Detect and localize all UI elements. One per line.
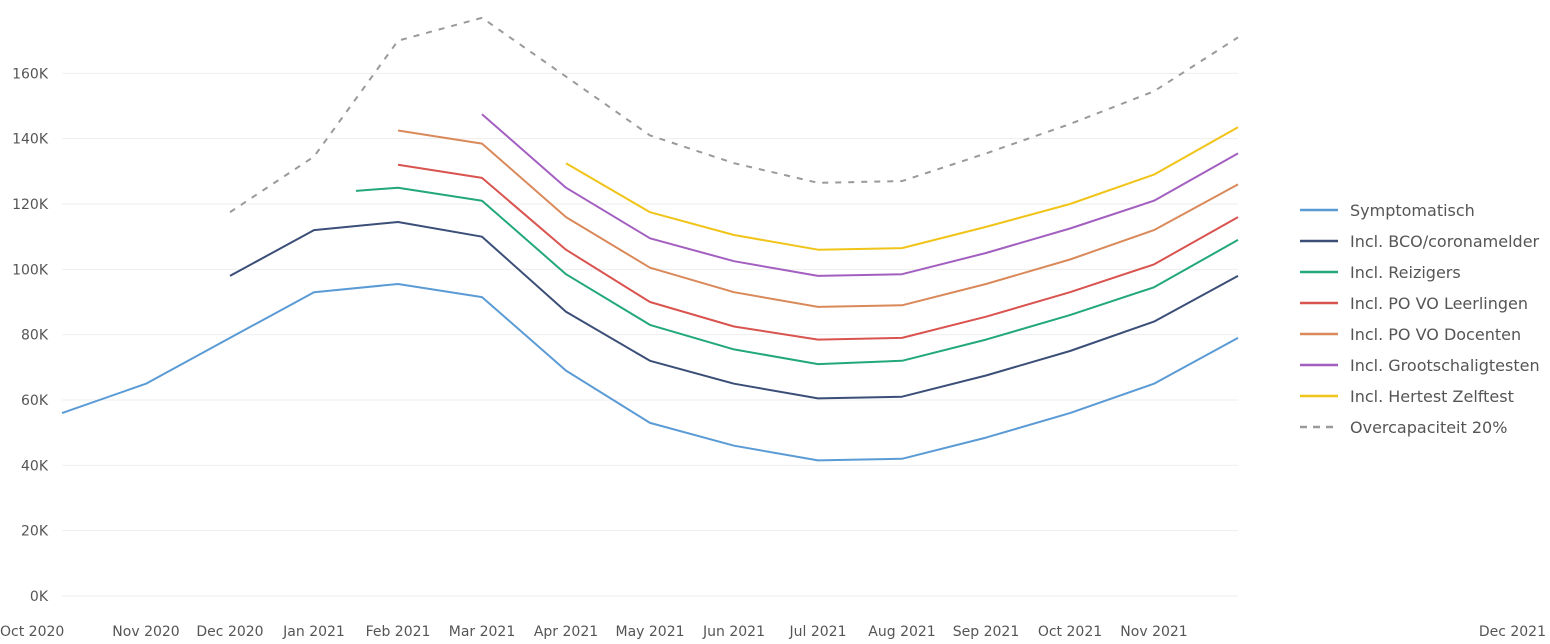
- x-tick-label: Aug 2021: [868, 624, 935, 640]
- x-tick-label: Feb 2021: [366, 624, 431, 640]
- legend-label: Incl. Grootschaligtesten: [1350, 356, 1540, 375]
- series-line: [481, 113, 1239, 277]
- legend-item: Incl. Hertest Zelftest: [1300, 387, 1514, 406]
- y-tick-label: 0K: [30, 589, 49, 605]
- legend-item: Incl. PO VO Leerlingen: [1300, 294, 1528, 313]
- x-tick-label: Jun 2021: [702, 624, 765, 640]
- legend-item: Incl. Grootschaligtesten: [1300, 356, 1540, 375]
- y-tick-label: 20K: [21, 524, 49, 540]
- legend-label: Symptomatisch: [1350, 201, 1475, 220]
- legend-item: Incl. BCO/coronamelder: [1300, 232, 1540, 251]
- legend-item: Overcapaciteit 20%: [1300, 418, 1507, 437]
- x-tick-label: Dec 2021: [1479, 624, 1546, 640]
- y-tick-label: 100K: [12, 262, 49, 278]
- x-tick-label: Apr 2021: [534, 624, 598, 640]
- series-line: [229, 221, 1239, 400]
- series-line: [397, 129, 1239, 308]
- series-lines: [61, 16, 1239, 462]
- y-tick-label: 60K: [21, 393, 49, 409]
- x-tick-label: Jan 2021: [282, 624, 345, 640]
- legend-label: Incl. PO VO Docenten: [1350, 325, 1521, 344]
- y-tick-label: 140K: [12, 132, 49, 148]
- x-tick-label: Nov 2020: [112, 624, 179, 640]
- x-tick-label: Sep 2021: [953, 624, 1019, 640]
- y-tick-label: 80K: [21, 328, 49, 344]
- x-tick-label: Jul 2021: [789, 624, 847, 640]
- legend-label: Incl. Reizigers: [1350, 263, 1461, 282]
- x-tick-label: Mar 2021: [449, 624, 516, 640]
- legend-label: Overcapaciteit 20%: [1350, 418, 1507, 437]
- legend-item: Symptomatisch: [1300, 201, 1475, 220]
- series-line: [565, 126, 1239, 251]
- legend-item: Incl. Reizigers: [1300, 263, 1461, 282]
- x-tick-label: May 2021: [615, 624, 684, 640]
- legend-label: Incl. PO VO Leerlingen: [1350, 294, 1528, 313]
- y-tick-label: 40K: [21, 458, 49, 474]
- x-tick-label: Oct 2021: [1038, 624, 1102, 640]
- y-axis-ticks: 0K 20K 40K 60K 80K 100K 120K 140K 160K: [12, 66, 49, 605]
- grid-lines: [62, 72, 1238, 597]
- x-tick-label: Dec 2020: [196, 624, 263, 640]
- series-line: [355, 186, 1239, 366]
- x-tick-label: Oct 2020: [0, 624, 64, 640]
- series-line: [61, 283, 1239, 462]
- x-tick-label: Nov 2021: [1120, 624, 1187, 640]
- legend-label: Incl. BCO/coronamelder: [1350, 232, 1540, 251]
- y-tick-label: 160K: [12, 66, 49, 82]
- legend-label: Incl. Hertest Zelftest: [1350, 387, 1514, 406]
- x-axis-ticks: Oct 2020 Nov 2020 Dec 2020 Jan 2021 Feb 2021…: [0, 624, 1546, 640]
- series-line: [229, 16, 1239, 214]
- y-tick-label: 120K: [12, 197, 49, 213]
- legend: Symptomatisch Incl. BCO/coronamelder Incl.…: [1300, 201, 1540, 437]
- series-line: [397, 163, 1239, 341]
- legend-item: Incl. PO VO Docenten: [1300, 325, 1521, 344]
